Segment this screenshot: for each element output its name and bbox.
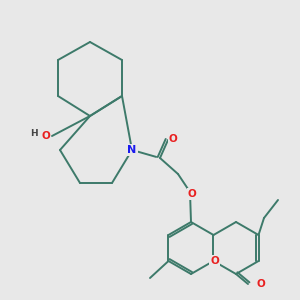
Text: O: O — [169, 134, 177, 144]
Text: O: O — [210, 256, 219, 266]
Text: O: O — [188, 189, 196, 199]
Text: O: O — [256, 279, 266, 289]
Text: O: O — [41, 131, 50, 141]
Text: H: H — [30, 130, 38, 139]
Text: N: N — [128, 145, 136, 155]
